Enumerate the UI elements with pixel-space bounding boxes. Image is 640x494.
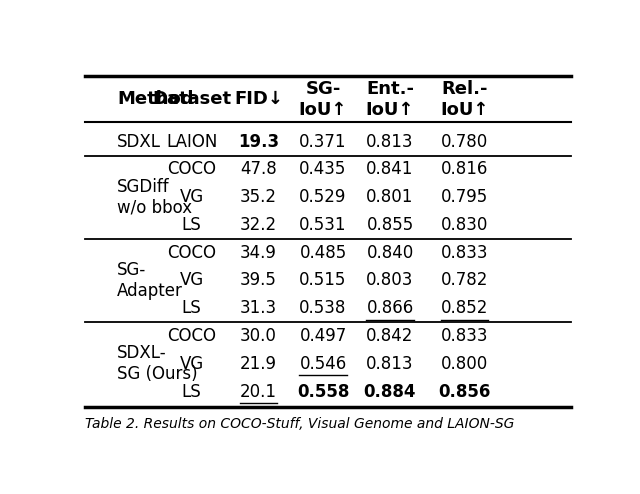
Text: 0.529: 0.529 bbox=[300, 188, 347, 206]
Text: SG-
IoU↑: SG- IoU↑ bbox=[299, 80, 348, 119]
Text: 0.852: 0.852 bbox=[441, 299, 488, 317]
Text: Ent.-
IoU↑: Ent.- IoU↑ bbox=[365, 80, 414, 119]
Text: 0.816: 0.816 bbox=[441, 161, 488, 178]
Text: 20.1: 20.1 bbox=[240, 382, 277, 401]
Text: 0.884: 0.884 bbox=[364, 382, 416, 401]
Text: COCO: COCO bbox=[167, 327, 216, 345]
Text: 0.840: 0.840 bbox=[366, 244, 413, 262]
Text: 0.558: 0.558 bbox=[297, 382, 349, 401]
Text: 0.782: 0.782 bbox=[441, 272, 488, 289]
Text: LS: LS bbox=[182, 382, 202, 401]
Text: 0.531: 0.531 bbox=[300, 216, 347, 234]
Text: 0.813: 0.813 bbox=[366, 355, 413, 373]
Text: 31.3: 31.3 bbox=[240, 299, 277, 317]
Text: 0.803: 0.803 bbox=[366, 272, 413, 289]
Text: LS: LS bbox=[182, 299, 202, 317]
Text: 0.546: 0.546 bbox=[300, 355, 347, 373]
Text: 0.371: 0.371 bbox=[300, 132, 347, 151]
Text: 0.833: 0.833 bbox=[441, 244, 488, 262]
Text: 0.485: 0.485 bbox=[300, 244, 347, 262]
Text: 0.800: 0.800 bbox=[441, 355, 488, 373]
Text: 0.795: 0.795 bbox=[441, 188, 488, 206]
Text: 0.497: 0.497 bbox=[300, 327, 347, 345]
Text: FID↓: FID↓ bbox=[234, 90, 283, 108]
Text: SG-
Adapter: SG- Adapter bbox=[117, 261, 183, 300]
Text: 0.841: 0.841 bbox=[366, 161, 413, 178]
Text: 30.0: 30.0 bbox=[240, 327, 277, 345]
Text: SGDiff
w/o bbox: SGDiff w/o bbox bbox=[117, 178, 193, 216]
Text: 0.866: 0.866 bbox=[366, 299, 413, 317]
Text: 0.842: 0.842 bbox=[366, 327, 413, 345]
Text: 0.801: 0.801 bbox=[366, 188, 413, 206]
Text: LS: LS bbox=[182, 216, 202, 234]
Text: VG: VG bbox=[179, 272, 204, 289]
Text: 0.780: 0.780 bbox=[441, 132, 488, 151]
Text: 0.538: 0.538 bbox=[300, 299, 347, 317]
Text: 39.5: 39.5 bbox=[240, 272, 277, 289]
Text: COCO: COCO bbox=[167, 161, 216, 178]
Text: LAION: LAION bbox=[166, 132, 218, 151]
Text: SDXL: SDXL bbox=[117, 132, 161, 151]
Text: 0.515: 0.515 bbox=[300, 272, 347, 289]
Text: 0.813: 0.813 bbox=[366, 132, 413, 151]
Text: VG: VG bbox=[179, 188, 204, 206]
Text: 0.856: 0.856 bbox=[438, 382, 491, 401]
Text: 32.2: 32.2 bbox=[240, 216, 277, 234]
Text: Method: Method bbox=[117, 90, 194, 108]
Text: 19.3: 19.3 bbox=[238, 132, 279, 151]
Text: 0.435: 0.435 bbox=[300, 161, 347, 178]
Text: Table 2. Results on COCO-Stuff, Visual Genome and LAION-SG: Table 2. Results on COCO-Stuff, Visual G… bbox=[85, 417, 515, 431]
Text: Rel.-
IoU↑: Rel.- IoU↑ bbox=[440, 80, 489, 119]
Text: COCO: COCO bbox=[167, 244, 216, 262]
Text: 0.830: 0.830 bbox=[441, 216, 488, 234]
Text: 34.9: 34.9 bbox=[240, 244, 277, 262]
Text: 47.8: 47.8 bbox=[240, 161, 277, 178]
Text: 21.9: 21.9 bbox=[240, 355, 277, 373]
Text: 35.2: 35.2 bbox=[240, 188, 277, 206]
Text: SDXL-
SG (Ours): SDXL- SG (Ours) bbox=[117, 344, 198, 383]
Text: 0.833: 0.833 bbox=[441, 327, 488, 345]
Text: Dataset: Dataset bbox=[152, 90, 231, 108]
Text: VG: VG bbox=[179, 355, 204, 373]
Text: 0.855: 0.855 bbox=[366, 216, 413, 234]
